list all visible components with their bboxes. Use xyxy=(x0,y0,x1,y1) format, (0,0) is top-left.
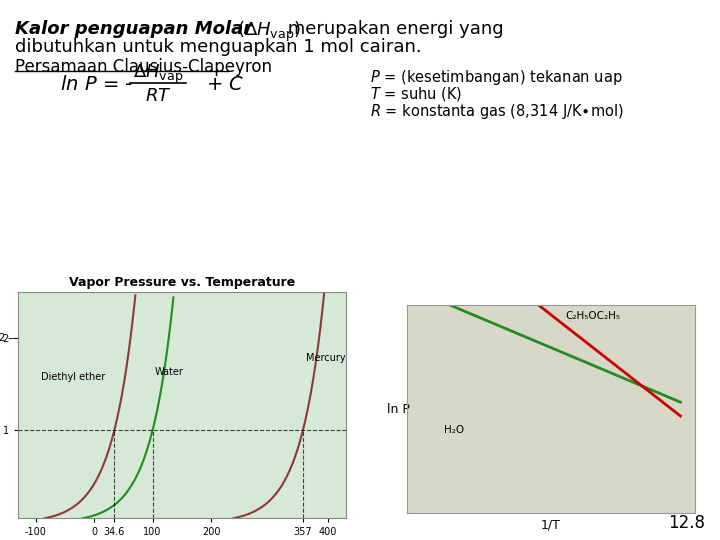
Text: $\mathit{T}$ = suhu (K): $\mathit{T}$ = suhu (K) xyxy=(370,85,462,103)
X-axis label: 1/T: 1/T xyxy=(541,518,561,531)
Text: Diethyl ether: Diethyl ether xyxy=(41,372,106,382)
Text: $\mathit{R}$ = konstanta gas (8,314 J/K$\bullet$mol): $\mathit{R}$ = konstanta gas (8,314 J/K$… xyxy=(370,102,624,121)
Text: ($\Delta H_{\mathrm{vap}}$): ($\Delta H_{\mathrm{vap}}$) xyxy=(237,20,301,44)
Text: Water: Water xyxy=(154,367,183,377)
Text: $\Delta \mathit{H}_{\mathrm{vap}}$: $\Delta \mathit{H}_{\mathrm{vap}}$ xyxy=(132,63,183,86)
Text: C₂H₅OC₂H₅: C₂H₅OC₂H₅ xyxy=(565,311,620,321)
Y-axis label: ln P: ln P xyxy=(387,402,410,416)
Text: Kalor penguapan Molar: Kalor penguapan Molar xyxy=(15,20,252,38)
Text: Persamaan Clausius-Clapeyron: Persamaan Clausius-Clapeyron xyxy=(15,58,272,76)
Text: $\mathit{RT}$: $\mathit{RT}$ xyxy=(145,87,171,105)
Text: $\mathit{P}$ = (kesetimbangan) tekanan uap: $\mathit{P}$ = (kesetimbangan) tekanan u… xyxy=(370,68,623,87)
Text: dibutuhkan untuk menguapkan 1 mol cairan.: dibutuhkan untuk menguapkan 1 mol cairan… xyxy=(15,38,422,56)
Text: + $\mathit{C}$: + $\mathit{C}$ xyxy=(206,76,244,94)
Text: 12.8: 12.8 xyxy=(668,514,705,532)
Text: merupakan energi yang: merupakan energi yang xyxy=(282,20,503,38)
Title: Vapor Pressure vs. Temperature: Vapor Pressure vs. Temperature xyxy=(68,276,295,289)
Text: 2 —: 2 — xyxy=(0,333,18,343)
Text: H₂O: H₂O xyxy=(444,426,464,435)
Text: Mercury: Mercury xyxy=(306,353,346,363)
Text: $\mathit{ln\ P}$ = -: $\mathit{ln\ P}$ = - xyxy=(60,76,132,94)
